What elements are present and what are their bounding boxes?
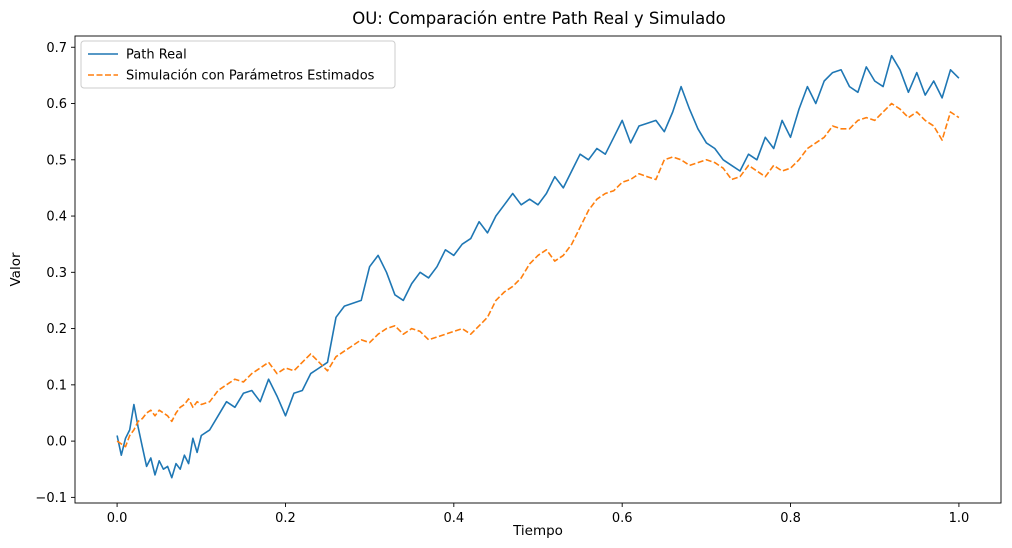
y-tick-label: 0.0 xyxy=(46,435,67,450)
legend-label: Simulación con Parámetros Estimados xyxy=(126,69,375,84)
series-layer xyxy=(116,54,960,479)
x-tick-label: 1.0 xyxy=(949,511,970,526)
y-tick-label: −0.1 xyxy=(35,491,67,506)
x-axis-title: Tiempo xyxy=(512,523,563,539)
series-line-simulacion xyxy=(116,102,960,448)
legend-box xyxy=(80,40,396,89)
series-line-path-real xyxy=(116,54,960,479)
x-tick-label: 0.6 xyxy=(612,511,633,526)
x-axis: 0.0 0.2 0.4 0.6 0.8 1.0 xyxy=(107,503,970,526)
y-tick-label: 0.1 xyxy=(46,378,67,393)
y-axis-title: Valor xyxy=(8,252,24,286)
x-tick-label: 0.4 xyxy=(443,511,464,526)
plot-frame xyxy=(74,35,1002,504)
x-tick-label: 0.2 xyxy=(275,511,296,526)
y-tick-label: 0.6 xyxy=(46,97,67,112)
y-tick-label: 0.3 xyxy=(46,266,67,281)
legend: Path Real Simulación con Parámetros Estim… xyxy=(80,40,396,89)
y-axis: −0.1 0.0 0.1 0.2 0.3 0.4 0.5 0.6 0.7 xyxy=(35,41,75,506)
y-tick-label: 0.5 xyxy=(46,153,67,168)
x-tick-label: 0.0 xyxy=(107,511,128,526)
chart-title: OU: Comparación entre Path Real y Simula… xyxy=(352,9,726,28)
y-tick-label: 0.7 xyxy=(46,41,67,56)
legend-label: Path Real xyxy=(126,48,187,63)
y-tick-label: 0.2 xyxy=(46,322,67,337)
y-tick-label: 0.4 xyxy=(46,210,67,225)
x-tick-label: 0.8 xyxy=(780,511,801,526)
